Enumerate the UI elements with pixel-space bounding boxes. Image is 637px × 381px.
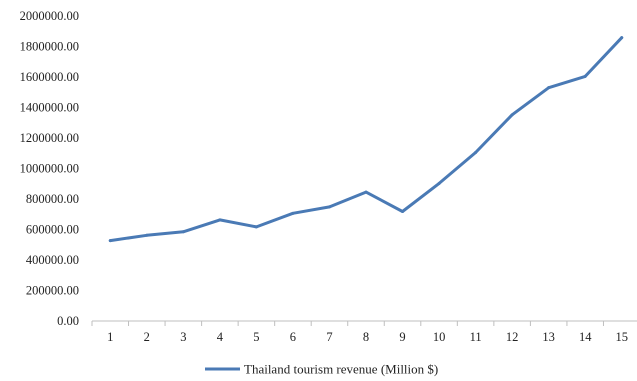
x-axis [91, 320, 637, 326]
data-point [620, 36, 624, 40]
y-tick-label: 1400000.00 [20, 101, 79, 115]
x-tick-label: 1 [107, 330, 113, 344]
x-tick-label: 4 [217, 330, 224, 344]
data-point [145, 233, 149, 237]
y-tick-label: 2000000.00 [20, 9, 79, 23]
x-tick-label: 7 [326, 330, 332, 344]
y-axis-tick-labels: 2000000.00 1800000.00 1600000.00 1400000.00… [20, 9, 79, 328]
x-tick-label: 3 [180, 330, 186, 344]
x-tick-label: 9 [399, 330, 405, 344]
series-line [108, 36, 624, 243]
x-tick-label: 6 [290, 330, 296, 344]
data-point [218, 218, 222, 222]
y-tick-label: 0.00 [57, 314, 79, 328]
legend-label: Thailand tourism revenue (Million $) [244, 362, 438, 377]
x-tick-label: 13 [542, 330, 555, 344]
data-point [437, 181, 441, 185]
x-tick-label: 5 [253, 330, 259, 344]
y-tick-label: 800000.00 [26, 192, 79, 206]
data-point [364, 190, 368, 194]
y-tick-label: 1800000.00 [20, 40, 79, 54]
data-point [510, 113, 514, 117]
data-point [181, 230, 185, 234]
x-tick-label: 15 [615, 330, 628, 344]
data-point [474, 150, 478, 154]
data-point [401, 210, 405, 214]
series-layer [108, 36, 624, 243]
y-tick-label: 600000.00 [26, 223, 79, 237]
x-axis-tick-labels: 1 2 3 4 5 6 7 8 9 10 11 12 13 14 15 [107, 330, 628, 344]
x-tick-label: 12 [506, 330, 519, 344]
x-tick-label: 10 [433, 330, 446, 344]
y-tick-label: 1200000.00 [20, 131, 79, 145]
x-tick-label: 11 [470, 330, 482, 344]
legend: Thailand tourism revenue (Million $) [205, 362, 438, 377]
data-point [254, 225, 258, 229]
data-point [547, 86, 551, 90]
data-point [583, 74, 587, 78]
data-point [108, 239, 112, 243]
y-tick-label: 1000000.00 [20, 162, 79, 176]
data-point [327, 205, 331, 209]
x-tick-label: 2 [144, 330, 150, 344]
x-tick-label: 8 [363, 330, 369, 344]
data-point [291, 211, 295, 215]
y-tick-label: 1600000.00 [20, 70, 79, 84]
x-tick-label: 14 [579, 330, 592, 344]
y-tick-label: 200000.00 [26, 284, 79, 298]
y-tick-label: 400000.00 [26, 253, 79, 267]
